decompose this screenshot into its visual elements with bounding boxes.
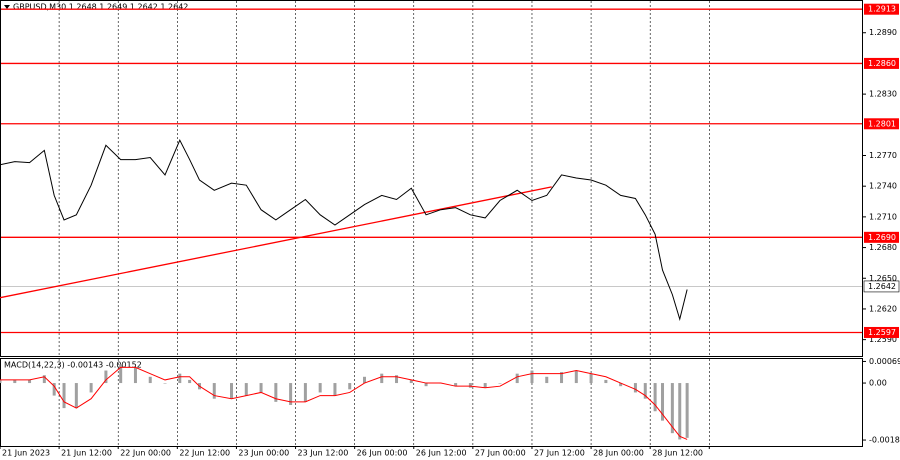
- macd-bar: [259, 383, 263, 393]
- macd-bar: [104, 370, 108, 384]
- macd-y-tick-label: 0.00069: [869, 357, 900, 366]
- level-box: [864, 118, 899, 130]
- macd-bar: [530, 370, 534, 384]
- price-line: [0, 138, 688, 322]
- macd-bar: [560, 372, 564, 384]
- macd-bar: [230, 383, 234, 399]
- x-tick-label: 23 Jun 12:00: [298, 449, 349, 458]
- level-box: [864, 57, 899, 69]
- macd-bar: [633, 383, 637, 393]
- x-tick-label: 21 Jun 12:00: [61, 449, 112, 458]
- y-tick-label: 1.2740: [869, 182, 897, 191]
- macd-bar: [62, 383, 66, 409]
- macd-bar: [74, 383, 78, 409]
- macd-bar: [148, 376, 152, 384]
- x-tick-label: 23 Jun 00:00: [238, 449, 289, 458]
- macd-bar: [0, 379, 2, 384]
- y-tick-label: 1.2650: [869, 274, 897, 283]
- macd-bar: [515, 373, 519, 384]
- level-box: [864, 326, 899, 338]
- macd-bar: [333, 383, 337, 396]
- y-tick-label: 1.2710: [869, 212, 897, 221]
- macd-bar: [274, 383, 278, 402]
- macd-bar: [395, 375, 399, 384]
- macd-bar: [670, 383, 674, 434]
- level-label: 1.2860: [868, 59, 896, 68]
- y-tick-label: 1.2770: [869, 151, 897, 160]
- x-tick-label: 26 Jun 00:00: [357, 449, 408, 458]
- macd-bar: [424, 383, 428, 387]
- macd-bar: [545, 376, 549, 384]
- macd-bar: [678, 383, 682, 440]
- macd-bar: [318, 383, 322, 393]
- macd-bar: [28, 379, 32, 384]
- macd-bar: [661, 383, 665, 421]
- macd-bar: [42, 375, 46, 384]
- macd-signal: [0, 366, 688, 440]
- macd-bar: [574, 370, 578, 384]
- chart-title: GBPUSD,M30 1.2648 1.2649 1.2642 1.2642: [13, 3, 188, 12]
- current-price-box: [863, 280, 900, 293]
- y-tick-label: 1.2830: [869, 90, 897, 99]
- macd-bar: [498, 383, 502, 384]
- macd-bar: [13, 379, 17, 384]
- macd-bar: [454, 383, 458, 387]
- x-tick-label: 22 Jun 12:00: [179, 449, 230, 458]
- macd-panel: [0, 358, 863, 447]
- x-tick-label: 28 Jun 12:00: [652, 449, 703, 458]
- macd-bar: [619, 383, 623, 387]
- macd-y-tick-label: -0.00182: [869, 436, 900, 445]
- macd-bar: [188, 379, 192, 384]
- level-box: [864, 231, 899, 243]
- macd-bar: [363, 376, 367, 384]
- macd-bar: [244, 383, 248, 396]
- macd-bar: [409, 379, 413, 384]
- level-label: 1.2597: [868, 328, 896, 337]
- macd-bar: [163, 383, 167, 384]
- level-box: [864, 3, 899, 15]
- macd-bar: [653, 383, 657, 412]
- current-price-label: 1.2642: [868, 282, 896, 291]
- macd-bar: [685, 383, 689, 438]
- x-tick-label: 27 Jun 12:00: [534, 449, 585, 458]
- macd-bar: [348, 383, 352, 390]
- macd-bar: [178, 373, 182, 384]
- x-tick-label: 27 Jun 00:00: [475, 449, 526, 458]
- main-panel: [0, 0, 863, 357]
- x-tick-label: 28 Jun 00:00: [593, 449, 644, 458]
- macd-bar: [303, 383, 307, 402]
- macd-label: MACD(14,22,3) -0.00143 -0.00152: [4, 361, 142, 370]
- macd-bar: [119, 364, 123, 384]
- level-label: 1.2690: [868, 233, 896, 242]
- macd-bar: [604, 379, 608, 384]
- x-tick-label: 26 Jun 12:00: [416, 449, 467, 458]
- macd-bar: [483, 383, 487, 388]
- macd-bar: [289, 383, 293, 405]
- macd-bar: [212, 383, 216, 399]
- level-label: 1.2801: [868, 119, 896, 128]
- macd-bar: [52, 383, 56, 396]
- y-tick-label: 1.2590: [869, 335, 897, 344]
- macd-bar: [643, 383, 647, 399]
- x-tick-label: 21 Jun 2023: [2, 449, 50, 458]
- macd-bar: [89, 383, 93, 393]
- y-tick-label: 1.2890: [869, 28, 897, 37]
- level-label: 1.2913: [868, 5, 896, 14]
- x-tick-label: 22 Jun 00:00: [120, 449, 171, 458]
- y-tick-label: 1.2680: [869, 243, 897, 252]
- menu-triangle: [4, 5, 10, 9]
- macd-bar: [468, 383, 472, 388]
- macd-bar: [133, 367, 137, 384]
- macd-y-tick-label: 0.00: [869, 379, 887, 388]
- macd-bar: [380, 373, 384, 384]
- y-tick-label: 1.2620: [869, 304, 897, 313]
- macd-bar: [589, 373, 593, 384]
- trendline: [0, 186, 552, 299]
